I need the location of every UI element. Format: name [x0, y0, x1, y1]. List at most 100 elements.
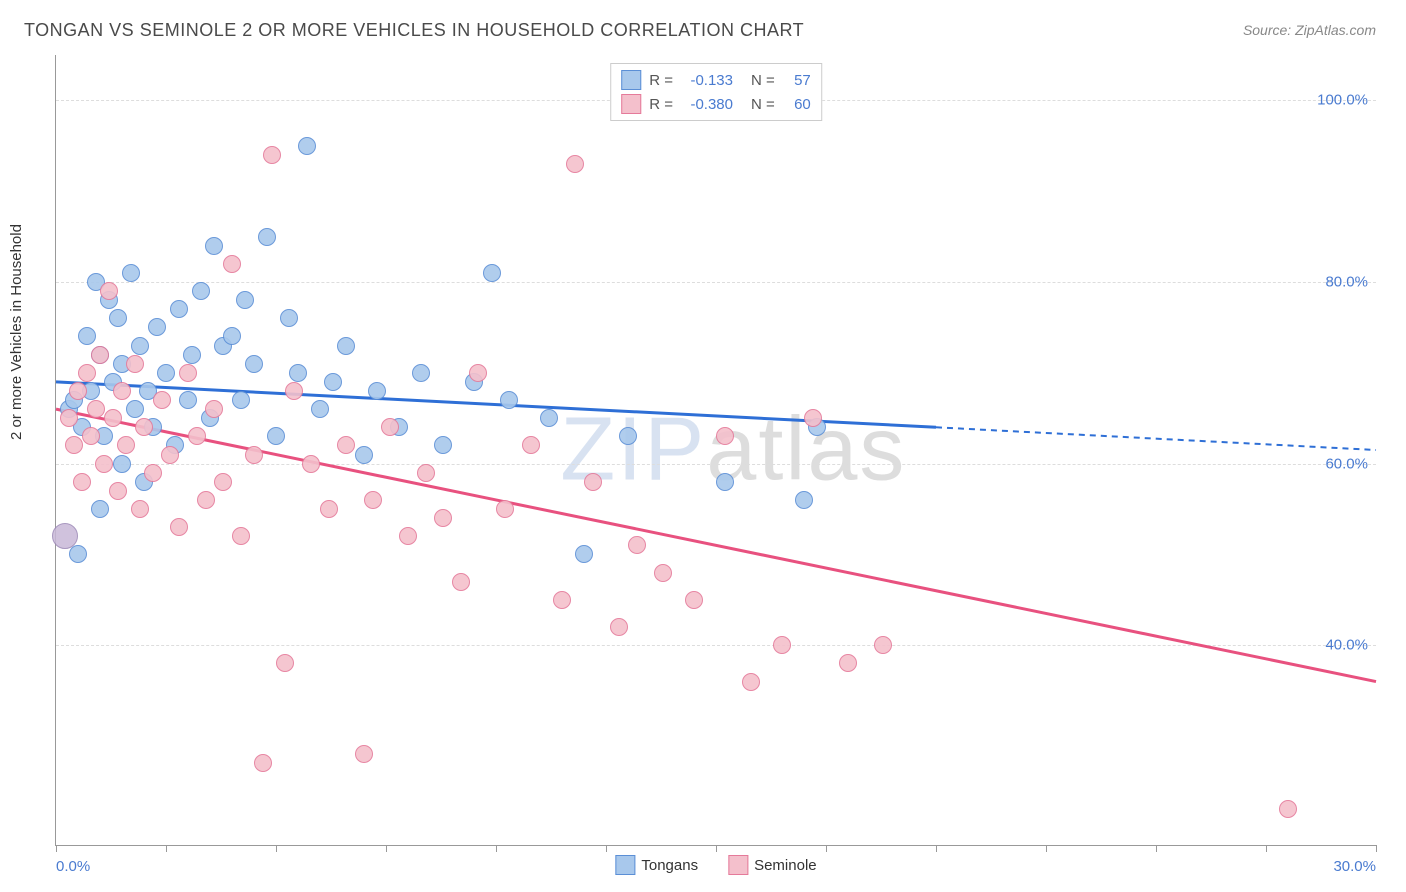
legend-label-0: Tongans — [641, 857, 698, 874]
scatter-point — [69, 382, 87, 400]
scatter-point — [337, 436, 355, 454]
source-attribution: Source: ZipAtlas.com — [1243, 22, 1376, 38]
scatter-point — [839, 654, 857, 672]
gridline-h — [56, 645, 1376, 646]
scatter-point — [161, 446, 179, 464]
scatter-point — [232, 527, 250, 545]
scatter-point — [179, 391, 197, 409]
r-label-1: R = — [649, 96, 673, 113]
scatter-point — [285, 382, 303, 400]
y-axis-label: 2 or more Vehicles in Household — [8, 224, 25, 440]
scatter-point — [399, 527, 417, 545]
scatter-point — [553, 591, 571, 609]
x-tick — [716, 845, 717, 852]
scatter-point — [1279, 800, 1297, 818]
r-label-0: R = — [649, 72, 673, 89]
scatter-point — [87, 400, 105, 418]
scatter-point — [65, 436, 83, 454]
n-label-0: N = — [751, 72, 775, 89]
scatter-point — [263, 146, 281, 164]
y-tick-label: 80.0% — [1325, 274, 1368, 291]
x-tick — [166, 845, 167, 852]
x-tick — [56, 845, 57, 852]
scatter-point — [236, 291, 254, 309]
scatter-point — [320, 500, 338, 518]
scatter-point — [109, 309, 127, 327]
n-value-1: 60 — [783, 96, 811, 113]
scatter-point — [69, 545, 87, 563]
gridline-h — [56, 464, 1376, 465]
scatter-point — [289, 364, 307, 382]
scatter-point — [452, 573, 470, 591]
stats-row-0: R = -0.133 N = 57 — [621, 68, 811, 92]
scatter-point — [417, 464, 435, 482]
scatter-point — [381, 418, 399, 436]
y-tick-label: 60.0% — [1325, 455, 1368, 472]
x-tick — [826, 845, 827, 852]
stats-row-1: R = -0.380 N = 60 — [621, 92, 811, 116]
scatter-point — [276, 654, 294, 672]
scatter-point — [126, 400, 144, 418]
legend-item-0: Tongans — [615, 855, 698, 875]
scatter-point — [205, 400, 223, 418]
scatter-point — [60, 409, 78, 427]
scatter-point — [716, 427, 734, 445]
x-tick — [1046, 845, 1047, 852]
scatter-point — [170, 300, 188, 318]
scatter-point — [280, 309, 298, 327]
scatter-point — [232, 391, 250, 409]
scatter-point — [223, 255, 241, 273]
x-tick — [386, 845, 387, 852]
x-tick-label: 30.0% — [1333, 858, 1376, 875]
swatch-series-0 — [621, 70, 641, 90]
legend-swatch-0 — [615, 855, 635, 875]
scatter-point — [157, 364, 175, 382]
scatter-point — [267, 427, 285, 445]
scatter-point — [254, 754, 272, 772]
scatter-point — [183, 346, 201, 364]
scatter-point — [685, 591, 703, 609]
scatter-point — [742, 673, 760, 691]
x-tick — [1266, 845, 1267, 852]
r-value-1: -0.380 — [681, 96, 733, 113]
scatter-point — [496, 500, 514, 518]
scatter-point — [188, 427, 206, 445]
trend-line-extrapolated — [936, 427, 1376, 450]
x-tick — [276, 845, 277, 852]
n-value-0: 57 — [783, 72, 811, 89]
scatter-point — [126, 355, 144, 373]
scatter-point — [500, 391, 518, 409]
scatter-point — [73, 473, 91, 491]
scatter-point — [610, 618, 628, 636]
legend-item-1: Seminole — [728, 855, 817, 875]
scatter-point — [113, 455, 131, 473]
scatter-point — [109, 482, 127, 500]
scatter-point — [804, 409, 822, 427]
scatter-point — [575, 545, 593, 563]
scatter-point — [522, 436, 540, 454]
legend-swatch-1 — [728, 855, 748, 875]
scatter-point — [302, 455, 320, 473]
scatter-point — [245, 446, 263, 464]
scatter-point — [540, 409, 558, 427]
scatter-point — [205, 237, 223, 255]
scatter-point — [324, 373, 342, 391]
scatter-point — [469, 364, 487, 382]
x-tick — [496, 845, 497, 852]
scatter-point — [355, 745, 373, 763]
scatter-point — [258, 228, 276, 246]
y-tick-label: 100.0% — [1317, 92, 1368, 109]
scatter-point — [566, 155, 584, 173]
scatter-point — [298, 137, 316, 155]
y-tick-label: 40.0% — [1325, 637, 1368, 654]
scatter-point — [144, 464, 162, 482]
scatter-point — [113, 382, 131, 400]
legend-label-1: Seminole — [754, 857, 817, 874]
x-tick — [936, 845, 937, 852]
x-tick — [1156, 845, 1157, 852]
scatter-point — [628, 536, 646, 554]
scatter-point — [104, 409, 122, 427]
scatter-point — [584, 473, 602, 491]
scatter-point — [153, 391, 171, 409]
scatter-point — [135, 418, 153, 436]
